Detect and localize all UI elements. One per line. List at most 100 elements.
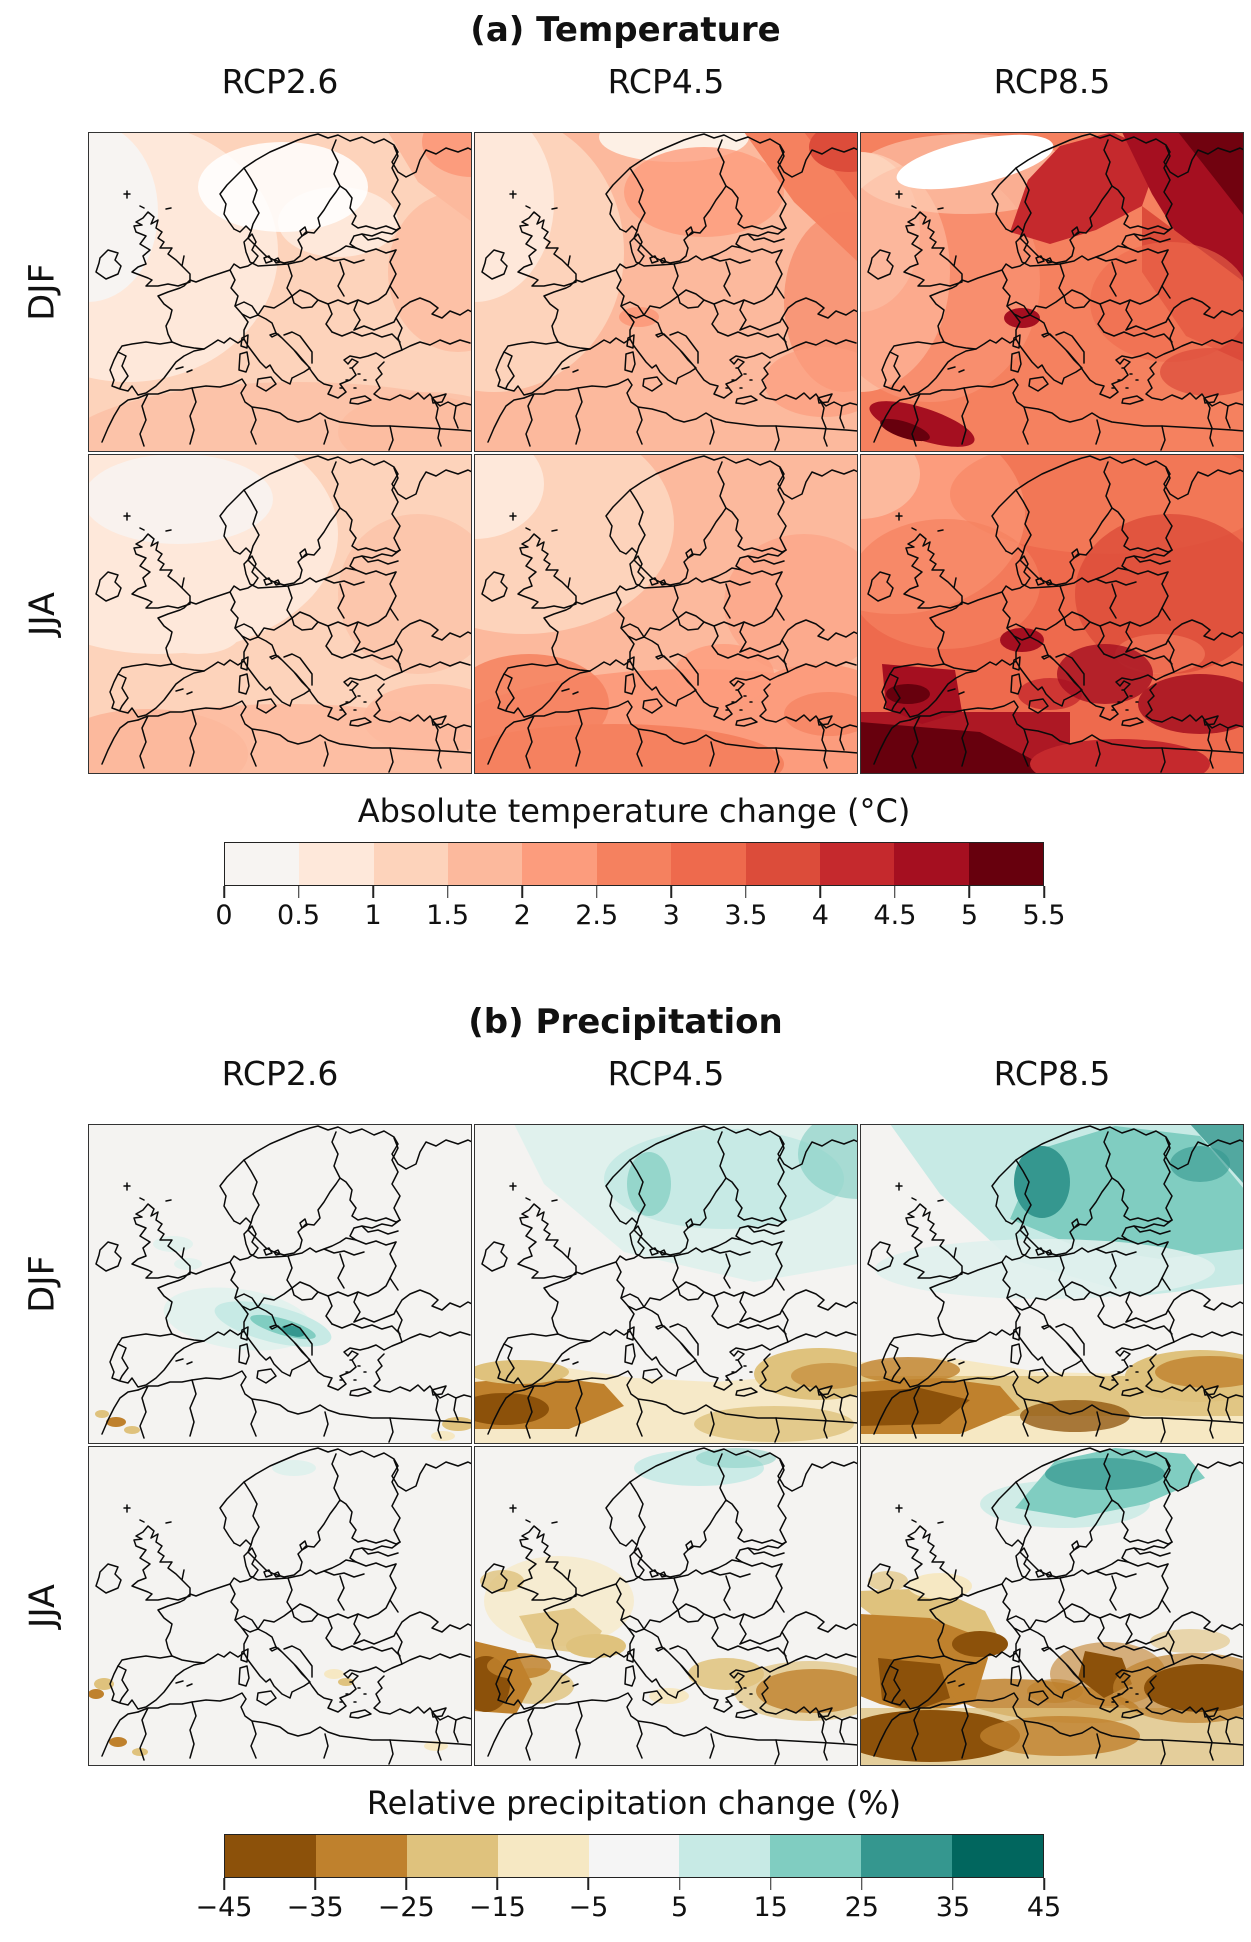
colorbar-segment [679,1835,771,1877]
precip-col-rcp45: RCP4.5 [607,1053,725,1093]
colorbar-segment [497,1835,589,1877]
colorbar-tick-label: 5 [670,1892,689,1923]
temperature-row-jja: JJA [0,454,1251,774]
colorbar-segment [745,843,820,885]
map-panel-precip-djf-rcp45 [474,1124,858,1444]
map-panel-precip-jja-rcp26 [88,1446,472,1766]
colorbar-segment [770,1835,862,1877]
colorbar-tick-label: 35 [935,1892,971,1923]
precipitation-colorbar: Relative precipitation change (%) −45 −35… [196,1782,1062,1928]
colorbar-segment [861,1835,953,1877]
precipitation-column-headers: RCP2.6 RCP4.5 RCP8.5 [88,1048,1251,1098]
colorbar-tick-label: −25 [377,1892,435,1923]
colorbar-segment [596,843,672,885]
colorbar-tick-label: 2 [513,900,531,931]
map-panel-temp-djf-rcp45 [474,132,858,452]
temperature-colorbar: Absolute temperature change (°C) 0 0.5 1 1.… [215,790,1065,936]
colorbar-tick-label: 1.5 [426,900,470,931]
map-panel-precip-djf-rcp26 [88,1124,472,1444]
colorbar-tick-label: −45 [195,1892,253,1923]
map-panel-precip-djf-rcp85 [860,1124,1244,1444]
precip-col-rcp26: RCP2.6 [221,1053,339,1093]
colorbar-tick-mark [952,1878,954,1890]
colorbar-tick-label: 3.5 [724,900,768,931]
precip-row-label-djf: DJF [23,1255,63,1313]
colorbar-tick-mark [405,1878,407,1890]
temperature-colorbar-swatches [224,842,1044,886]
map-panel-precip-jja-rcp45 [474,1446,858,1766]
temperature-colorbar-ticks: 0 0.5 1 1.5 2 2.5 3 3.5 4 4.5 5 5.5 [215,886,1065,936]
precip-col-rcp85: RCP8.5 [993,1053,1111,1093]
colorbar-segment [299,843,374,885]
colorbar-segment [225,843,300,885]
colorbar-tick-label: 15 [753,1892,788,1923]
precipitation-map-grid: DJF [0,1124,1251,1766]
colorbar-tick-mark [314,1878,316,1890]
temperature-row-djf: DJF [0,132,1251,452]
colorbar-tick-mark [894,886,896,898]
colorbar-tick-mark [1043,886,1045,898]
colorbar-tick-label: −35 [286,1892,344,1923]
colorbar-segment [952,1835,1044,1877]
colorbar-tick-mark [1043,1878,1045,1890]
temp-col-rcp26: RCP2.6 [221,61,339,101]
colorbar-tick-mark [587,1878,590,1890]
colorbar-segment [671,843,746,885]
colorbar-tick-label: 0.5 [277,900,321,931]
colorbar-tick-mark [769,1878,772,1890]
precipitation-colorbar-label: Relative precipitation change (%) [366,1784,902,1822]
colorbar-segment [819,843,895,885]
colorbar-tick-mark [745,886,747,898]
temp-row-label-djf: DJF [23,263,63,321]
colorbar-segment [373,843,449,885]
map-panel-temp-jja-rcp26 [88,454,472,774]
temp-col-rcp45: RCP4.5 [607,61,725,101]
colorbar-tick-mark [861,1878,863,1890]
precipitation-row-jja: JJA [0,1446,1251,1766]
temperature-column-headers: RCP2.6 RCP4.5 RCP8.5 [88,56,1251,106]
colorbar-segment [315,1835,407,1877]
colorbar-tick-label: −15 [468,1892,526,1923]
map-panel-temp-djf-rcp26 [88,132,472,452]
colorbar-tick-mark [223,886,225,898]
colorbar-tick-mark [223,1878,225,1890]
colorbar-tick-label: 5 [960,900,979,931]
map-panel-temp-jja-rcp45 [474,454,858,774]
colorbar-segment [522,843,597,885]
colorbar-segment [225,1835,316,1877]
colorbar-segment [588,1835,680,1877]
precipitation-row-djf: DJF [0,1124,1251,1444]
colorbar-tick-label: 1 [364,900,382,931]
colorbar-tick-mark [297,886,300,898]
colorbar-tick-mark [496,1878,499,1890]
colorbar-tick-label: 4 [811,900,829,931]
map-panel-temp-djf-rcp85 [860,132,1244,452]
colorbar-segment [448,843,523,885]
temperature-colorbar-label: Absolute temperature change (°C) [357,792,911,830]
temp-col-rcp85: RCP8.5 [993,61,1111,101]
colorbar-segment [968,843,1043,885]
colorbar-tick-mark [678,1878,681,1890]
colorbar-tick-label: 4.5 [873,900,917,931]
section-a-title: (a) Temperature [470,10,781,50]
colorbar-tick-mark [446,886,449,898]
colorbar-tick-label: −5 [568,1892,609,1923]
precipitation-colorbar-swatches [224,1834,1044,1878]
colorbar-tick-label: 0 [215,900,233,931]
colorbar-tick-mark [670,886,673,898]
map-panel-precip-jja-rcp85 [860,1446,1244,1766]
colorbar-tick-mark [372,886,374,898]
colorbar-tick-mark [819,886,822,898]
colorbar-tick-mark [968,886,971,898]
temp-row-label-jja: JJA [22,592,63,636]
colorbar-tick-mark [595,886,598,898]
colorbar-tick-label: 3 [662,900,680,931]
colorbar-segment [406,1835,498,1877]
colorbar-tick-mark [521,886,523,898]
section-b-title: (b) Precipitation [468,1002,783,1042]
precip-row-label-jja: JJA [22,1584,63,1628]
precipitation-colorbar-ticks: −45 −35 −25 −15 −5 5 15 25 35 45 [196,1878,1061,1928]
temperature-map-grid: DJF [0,132,1251,774]
map-panel-temp-jja-rcp85 [860,454,1244,774]
